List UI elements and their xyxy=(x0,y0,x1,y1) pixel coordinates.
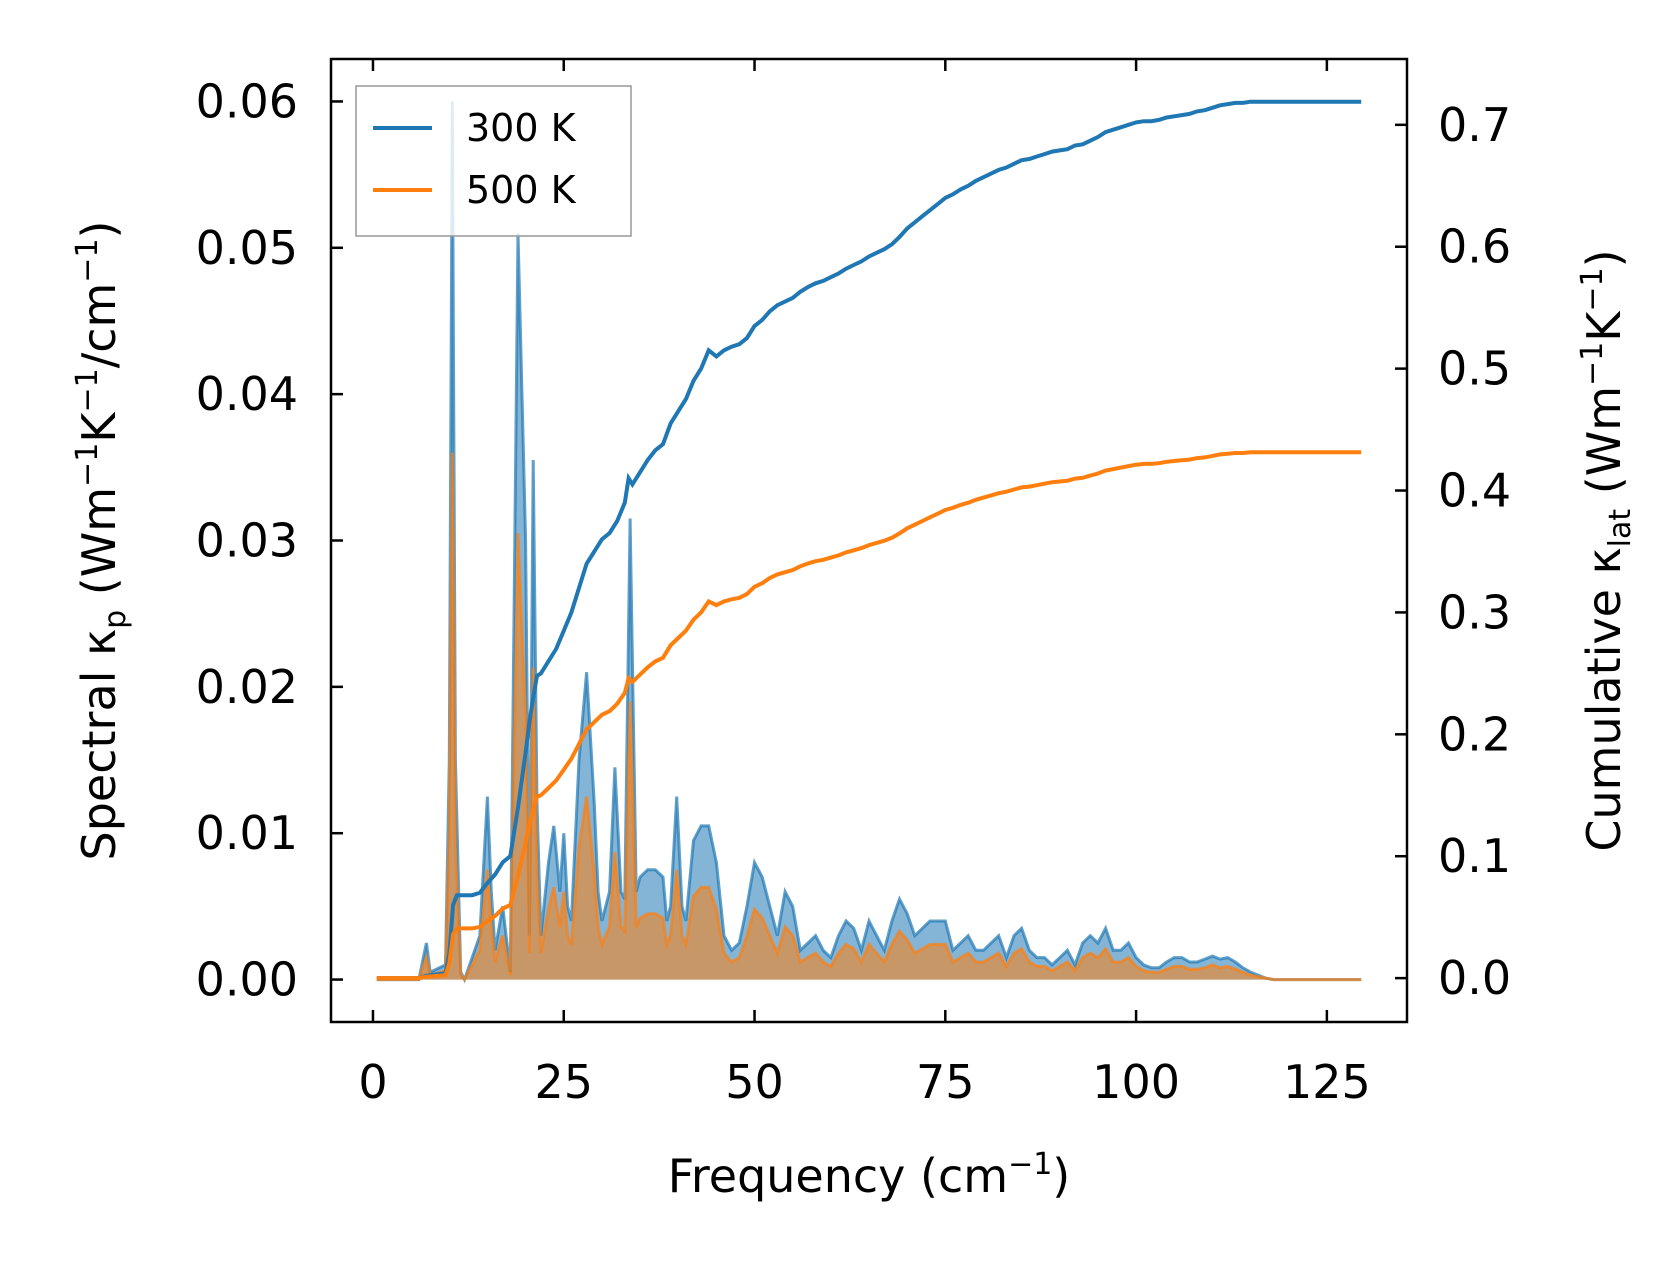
legend-label: 300 K xyxy=(466,106,577,150)
y-right-tick-label: 0.3 xyxy=(1438,585,1511,639)
x-tick-label: 0 xyxy=(358,1055,387,1109)
y-left-axis-label: Spectral κp (Wm−1K−1/cm−1) xyxy=(70,221,133,861)
cumulative-line-300k xyxy=(376,99,1362,981)
y-right-tick-label: 0.0 xyxy=(1438,951,1511,1005)
legend-label: 500 K xyxy=(466,168,577,212)
x-tick-label: 75 xyxy=(916,1055,975,1109)
legend-frame xyxy=(355,85,632,237)
axis-labels: Frequency (cm−1) Spectral κp (Wm−1K−1/cm−… xyxy=(70,221,1638,1204)
y-left-tick-label: 0.02 xyxy=(196,660,298,714)
y-left-tick-label: 0.04 xyxy=(196,367,298,421)
y-right-axis-label: Cumulative κlat (Wm−1K−1) xyxy=(1575,249,1638,851)
plot-area xyxy=(376,99,1362,984)
y-left-tick-label: 0.01 xyxy=(196,806,298,860)
y-right-tick-label: 0.5 xyxy=(1438,342,1511,396)
x-tick-label: 100 xyxy=(1092,1055,1180,1109)
y-left-tick-label: 0.03 xyxy=(196,514,298,568)
x-tick-label: 50 xyxy=(725,1055,784,1109)
axes: 0 25 50 75 100 125 0.00 0.01 0.02 0.03 0.04 0.05 0.0… xyxy=(196,57,1511,1109)
cumulative-line-500k xyxy=(376,450,1362,981)
y-left-tick-label: 0.00 xyxy=(196,953,298,1007)
spectral-line-500k xyxy=(376,452,1362,983)
x-axis-label: Frequency (cm−1) xyxy=(668,1147,1071,1203)
y-right-tick-label: 0.1 xyxy=(1438,829,1511,883)
y-right-tick-label: 0.6 xyxy=(1438,220,1511,274)
y-left-tick-label: 0.06 xyxy=(196,74,298,128)
y-right-tick-label: 0.7 xyxy=(1438,98,1511,152)
x-tick-label: 25 xyxy=(534,1055,593,1109)
y-right-tick-label: 0.4 xyxy=(1438,464,1511,518)
legend: 300 K 500 K xyxy=(355,85,632,237)
x-tick-label: 125 xyxy=(1283,1055,1371,1109)
y-left-tick-label: 0.05 xyxy=(196,221,298,275)
y-right-tick-label: 0.2 xyxy=(1438,707,1511,761)
